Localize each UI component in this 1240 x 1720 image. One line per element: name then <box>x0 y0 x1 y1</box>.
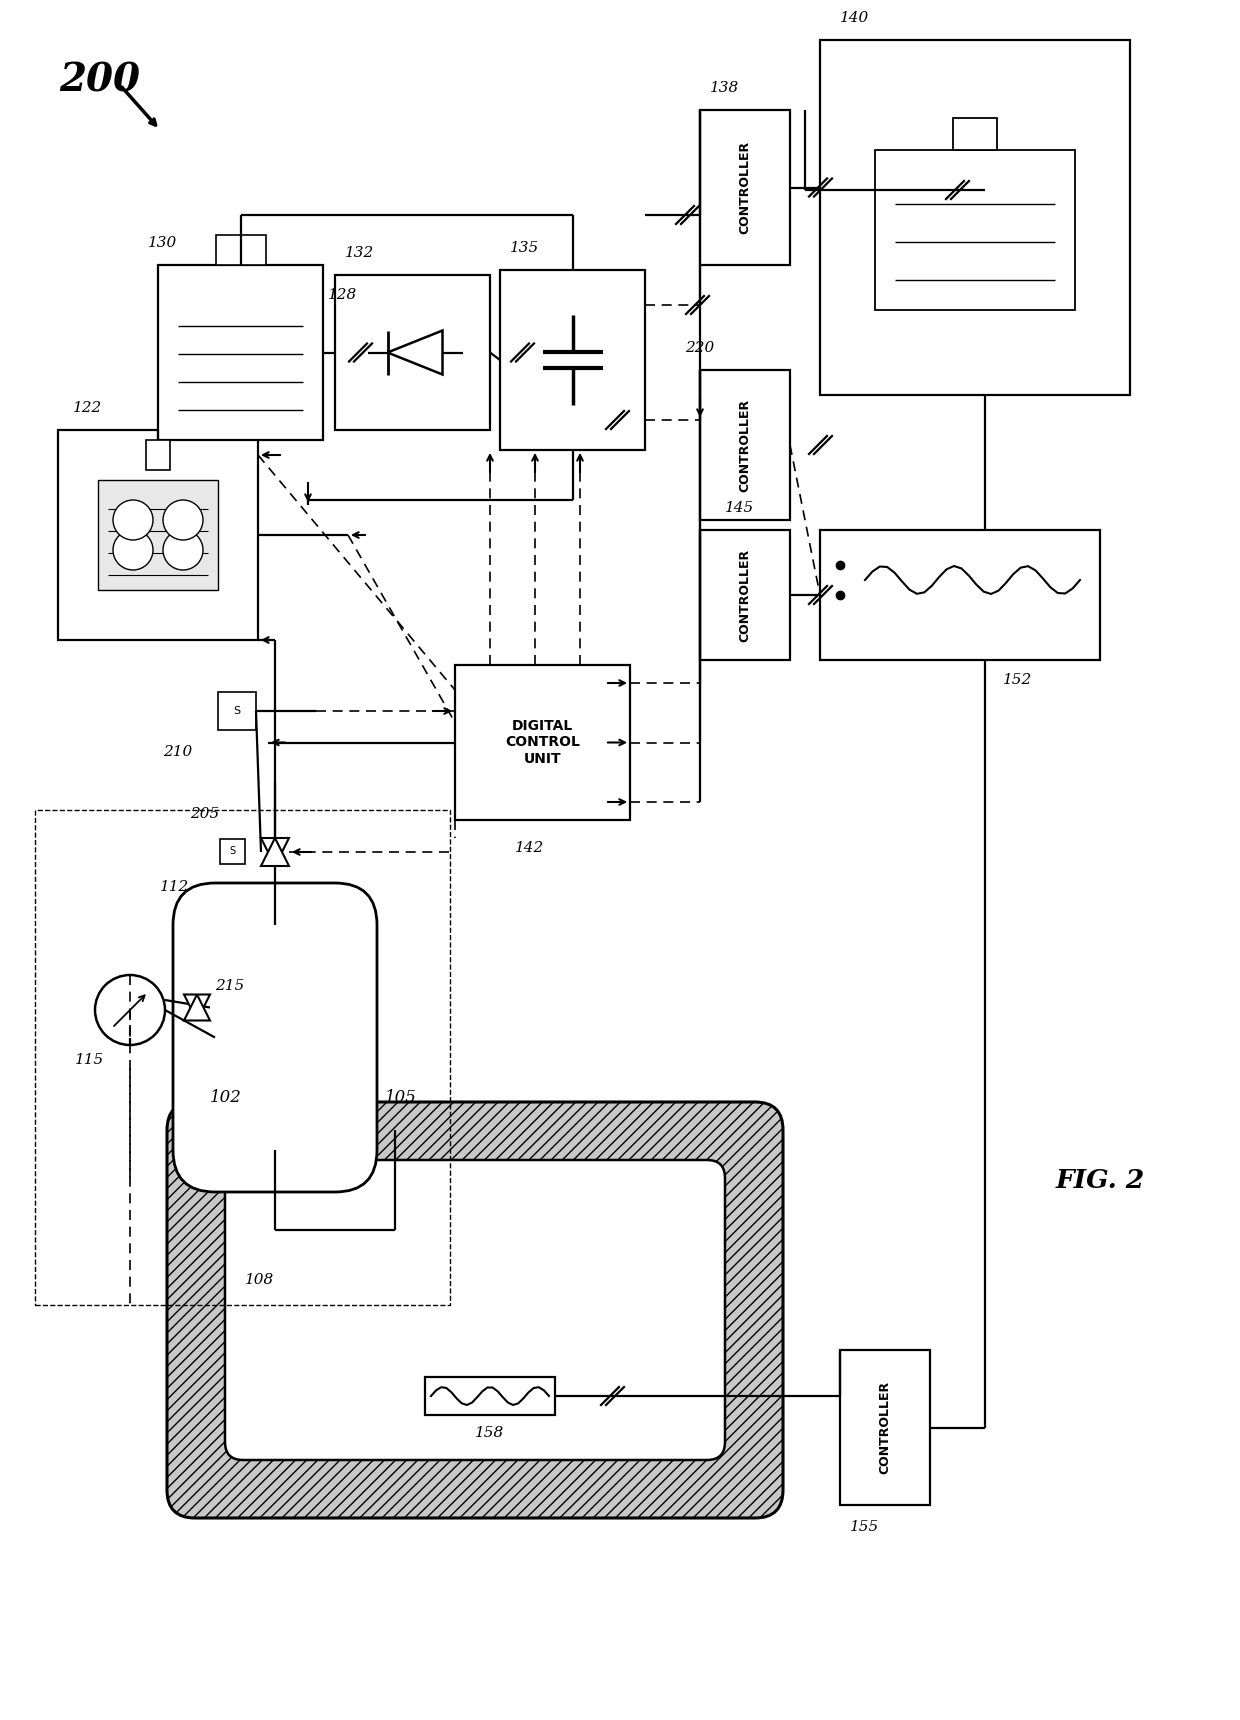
Text: CONTROLLER: CONTROLLER <box>739 399 751 492</box>
Bar <box>701 530 790 660</box>
Bar <box>701 370 790 519</box>
FancyBboxPatch shape <box>167 1103 782 1519</box>
Bar <box>701 110 790 265</box>
Text: 105: 105 <box>384 1089 417 1106</box>
Text: 155: 155 <box>849 1520 879 1534</box>
Text: 140: 140 <box>839 10 869 26</box>
Bar <box>218 691 255 729</box>
Circle shape <box>113 530 153 569</box>
Bar <box>839 1350 930 1505</box>
Text: 135: 135 <box>510 241 539 255</box>
Text: 122: 122 <box>73 401 102 415</box>
Bar <box>455 666 630 820</box>
Polygon shape <box>184 994 210 1020</box>
Text: S: S <box>229 846 236 857</box>
Bar <box>216 236 265 265</box>
Text: 200: 200 <box>60 60 140 100</box>
Bar <box>875 150 1075 310</box>
Text: 158: 158 <box>475 1426 505 1440</box>
Polygon shape <box>260 838 289 865</box>
Text: 112: 112 <box>160 881 190 894</box>
Text: FIG. 2: FIG. 2 <box>1055 1168 1145 1192</box>
Bar <box>954 119 997 150</box>
Text: 128: 128 <box>329 287 357 303</box>
Text: DIGITAL
CONTROL
UNIT: DIGITAL CONTROL UNIT <box>505 719 580 765</box>
Text: 130: 130 <box>148 236 177 249</box>
FancyBboxPatch shape <box>224 1159 725 1460</box>
Circle shape <box>162 530 203 569</box>
Text: 210: 210 <box>162 745 192 759</box>
Polygon shape <box>260 838 289 865</box>
Circle shape <box>95 975 165 1046</box>
Polygon shape <box>184 994 210 1020</box>
Text: 205: 205 <box>190 807 219 820</box>
Bar <box>219 839 246 863</box>
Text: 115: 115 <box>74 1053 104 1066</box>
Text: 102: 102 <box>210 1089 242 1106</box>
Circle shape <box>162 501 203 540</box>
Bar <box>157 265 322 440</box>
Bar <box>820 40 1130 396</box>
Circle shape <box>113 501 153 540</box>
Polygon shape <box>387 330 443 375</box>
Text: 142: 142 <box>515 841 544 855</box>
Text: S: S <box>233 705 241 716</box>
Text: 132: 132 <box>345 246 374 260</box>
Text: 138: 138 <box>711 81 739 95</box>
Bar <box>35 810 450 1305</box>
Bar <box>98 480 218 590</box>
Text: 220: 220 <box>684 341 714 354</box>
Text: 145: 145 <box>725 501 754 514</box>
Text: 108: 108 <box>246 1273 274 1287</box>
Bar <box>146 440 170 470</box>
Bar <box>500 270 645 451</box>
Bar <box>58 430 258 640</box>
Bar <box>425 1378 556 1416</box>
Bar <box>335 275 490 430</box>
Bar <box>820 530 1100 660</box>
Text: CONTROLLER: CONTROLLER <box>739 549 751 642</box>
Text: CONTROLLER: CONTROLLER <box>739 141 751 234</box>
Text: 215: 215 <box>215 979 244 992</box>
FancyBboxPatch shape <box>174 882 377 1192</box>
Text: CONTROLLER: CONTROLLER <box>878 1381 892 1474</box>
Text: 152: 152 <box>1003 673 1032 686</box>
